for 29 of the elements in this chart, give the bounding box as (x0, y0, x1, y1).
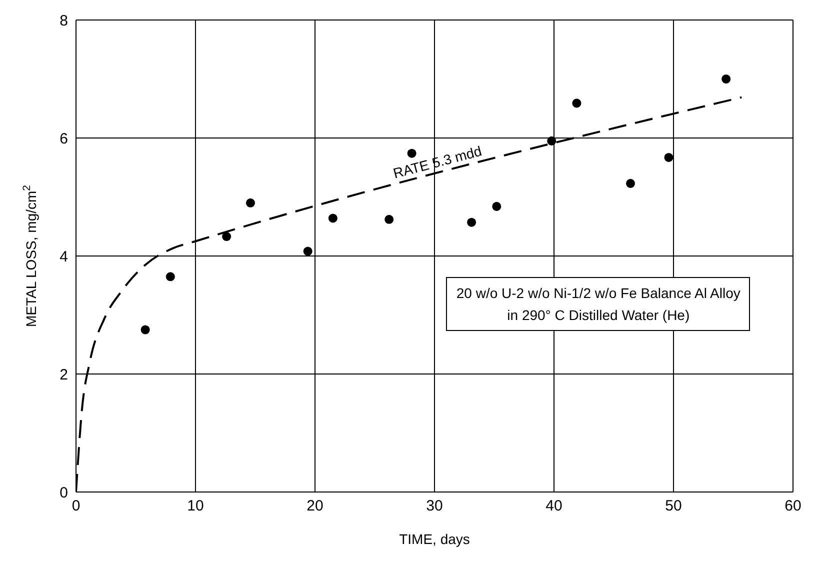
x-tick-label: 20 (306, 498, 324, 515)
x-tick-label: 60 (784, 498, 802, 515)
point (722, 74, 731, 84)
y-tick-label: 6 (60, 130, 68, 148)
point (246, 198, 255, 208)
x-tick-label: 50 (665, 498, 682, 515)
y-tick-label: 8 (60, 12, 68, 30)
x-axis-title: TIME, days (399, 530, 470, 547)
point (328, 214, 338, 223)
point (384, 214, 394, 224)
point (664, 152, 674, 162)
y-tick-label: 2 (60, 366, 68, 384)
point (547, 136, 556, 146)
point (492, 202, 502, 211)
x-tick-label: 10 (187, 498, 204, 515)
point (303, 246, 312, 256)
y-tick-label: 4 (60, 248, 68, 266)
point (467, 218, 476, 227)
point (140, 325, 150, 334)
annotation: 20 w/o U-2 w/o Ni-1/2 w/o Fe Balance Al Alloy in 290° C Distilled Water (He) (446, 276, 750, 331)
point (222, 232, 232, 242)
x-tick-label: 0 (72, 498, 80, 515)
point (166, 272, 175, 282)
y-tick-label: 0 (60, 484, 68, 502)
point (572, 98, 582, 108)
point (407, 148, 416, 158)
x-tick-label: 40 (546, 498, 562, 515)
x-tick-label: 30 (426, 498, 443, 515)
point (626, 178, 635, 188)
